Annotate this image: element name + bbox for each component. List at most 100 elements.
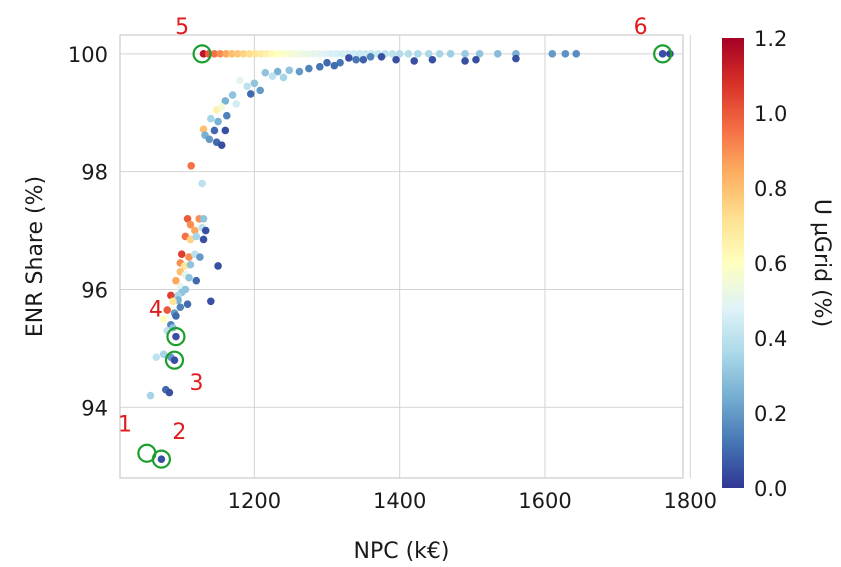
data-point [172,332,180,341]
data-point [185,253,193,261]
data-point [359,55,368,64]
data-point [172,276,180,285]
data-point [172,312,180,320]
data-point [196,253,204,261]
colorbar-label: U µGrid (%) [809,199,834,327]
highlight-circle [151,449,172,469]
data-point [222,111,231,120]
data-point [186,220,195,229]
colorbar-tick-label: 0.6 [754,252,787,276]
y-tick-label: 100 [68,43,108,67]
data-point [280,50,288,58]
data-point [548,50,557,58]
data-point [207,114,215,123]
data-point [157,455,166,463]
data-point [268,50,277,58]
point-annotation: 6 [634,15,648,40]
data-point [207,297,215,306]
colorbar-tick-label: 0.4 [754,327,787,351]
data-point [279,73,288,82]
x-tick-label: 1400 [373,489,426,513]
point-annotation: 3 [189,371,203,396]
data-point [170,356,179,364]
data-point [286,50,294,58]
data-point [321,50,329,58]
data-point [461,57,469,65]
x-axis-label: NPC (k€) [354,539,450,564]
colorbar-tick-labels: 0.0 0.2 0.4 0.6 0.8 1.0 1.2 [754,27,787,501]
data-point [210,50,219,58]
data-point [274,50,283,58]
data-point [176,303,185,311]
data-point [326,50,335,58]
data-point [159,315,168,323]
data-point [305,64,313,73]
data-point [256,86,265,95]
data-point [292,50,300,58]
point-annotation: 2 [172,420,186,445]
data-point [233,50,242,58]
data-point [198,179,206,188]
data-point [221,126,230,135]
data-point [245,50,254,58]
data-point [285,66,294,75]
data-point [446,50,455,58]
data-point [268,72,277,81]
data-point [216,50,225,58]
data-point [210,126,219,135]
data-point [192,232,201,241]
highlight-circle [653,44,673,64]
data-point [228,91,237,99]
data-point [461,50,469,58]
data-point [177,250,186,258]
colorbar-tick-label: 0.0 [754,477,787,501]
data-point [192,276,201,285]
colorbar-tick-label: 0.2 [754,402,787,426]
data-point [366,52,375,61]
data-point [395,50,404,58]
data-point [410,57,419,65]
colorbar-tick-label: 1.0 [754,102,787,126]
data-point [658,50,667,58]
data-point [214,262,222,270]
data-point [183,214,192,223]
y-axis-label: ENR Share (%) [23,176,48,337]
data-point [336,58,344,67]
colorbar-tick-label: 1.2 [754,27,787,51]
data-point [561,50,570,58]
data-point [222,50,230,58]
data-point [572,50,581,58]
data-point [221,97,230,105]
data-point [512,54,520,63]
data-point [152,353,161,362]
data-point [205,135,214,144]
data-point [330,61,339,70]
data-point [183,300,192,309]
data-point [352,55,360,64]
point-annotation: 1 [118,412,132,437]
data-point [180,262,189,270]
data-point [163,306,172,314]
colorbar [722,38,744,488]
highlight-circle [164,350,185,370]
data-point [257,50,265,58]
data-point [392,55,400,64]
data-point [297,50,306,58]
data-point [159,350,168,359]
data-point [250,79,259,88]
data-point [199,214,208,223]
highlight-circle [166,327,186,347]
colorbar-tick-label: 0.8 [754,177,787,201]
data-point [315,63,324,71]
data-point [199,235,208,244]
data-point [424,50,433,58]
y-tick-label: 96 [81,278,108,302]
data-point [167,291,175,300]
data-point [493,50,502,58]
data-point [239,50,248,58]
data-point [186,260,195,269]
data-point [186,235,195,244]
data-point [201,226,210,235]
